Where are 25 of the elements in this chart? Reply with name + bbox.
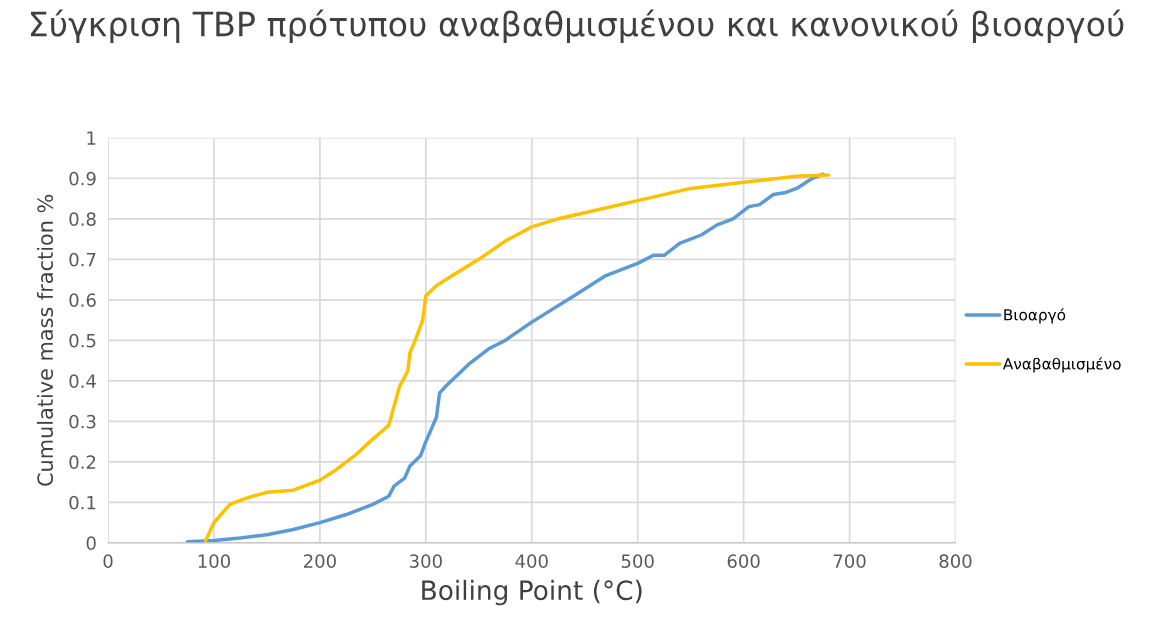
x-tick-label: 200: [303, 554, 336, 568]
y-tick-label: 0.6: [69, 293, 96, 307]
x-tick-label: 100: [198, 554, 230, 568]
y-tick-label: 0.7: [69, 252, 96, 267]
y-tick-label: 1: [87, 131, 96, 145]
y-tick-label: 0.8: [69, 212, 96, 226]
y-tick-label: 0: [86, 536, 96, 550]
y-axis-title: Cumulative mass fraction %: [36, 194, 54, 486]
x-tick-label: 300: [409, 554, 442, 568]
y-tick-label: 0.9: [69, 171, 96, 186]
x-tick-label: 700: [833, 554, 866, 568]
x-tick-label: 500: [621, 554, 654, 568]
legend-label: Αναβαθμισμένο: [1002, 357, 1121, 373]
x-tick-label: 800: [939, 554, 972, 568]
y-tick-label: 0.3: [69, 414, 96, 429]
y-tick-label: 0.1: [69, 495, 96, 510]
y-tick-label: 0.2: [69, 455, 96, 469]
x-tick-label: 600: [727, 554, 760, 568]
chart-title: Σύγκριση TBP πρότυπου αναβαθμισμένου και κανονικού βιοαργού: [30, 9, 1124, 44]
x-tick-label: 0: [103, 554, 113, 568]
x-tick-label: 400: [515, 554, 548, 568]
legend-label: Βιοαργό: [1004, 308, 1066, 324]
y-tick-label: 0.5: [69, 333, 96, 348]
x-axis-title: Boiling Point (°C): [422, 579, 642, 606]
y-tick-label: 0.4: [69, 374, 96, 388]
